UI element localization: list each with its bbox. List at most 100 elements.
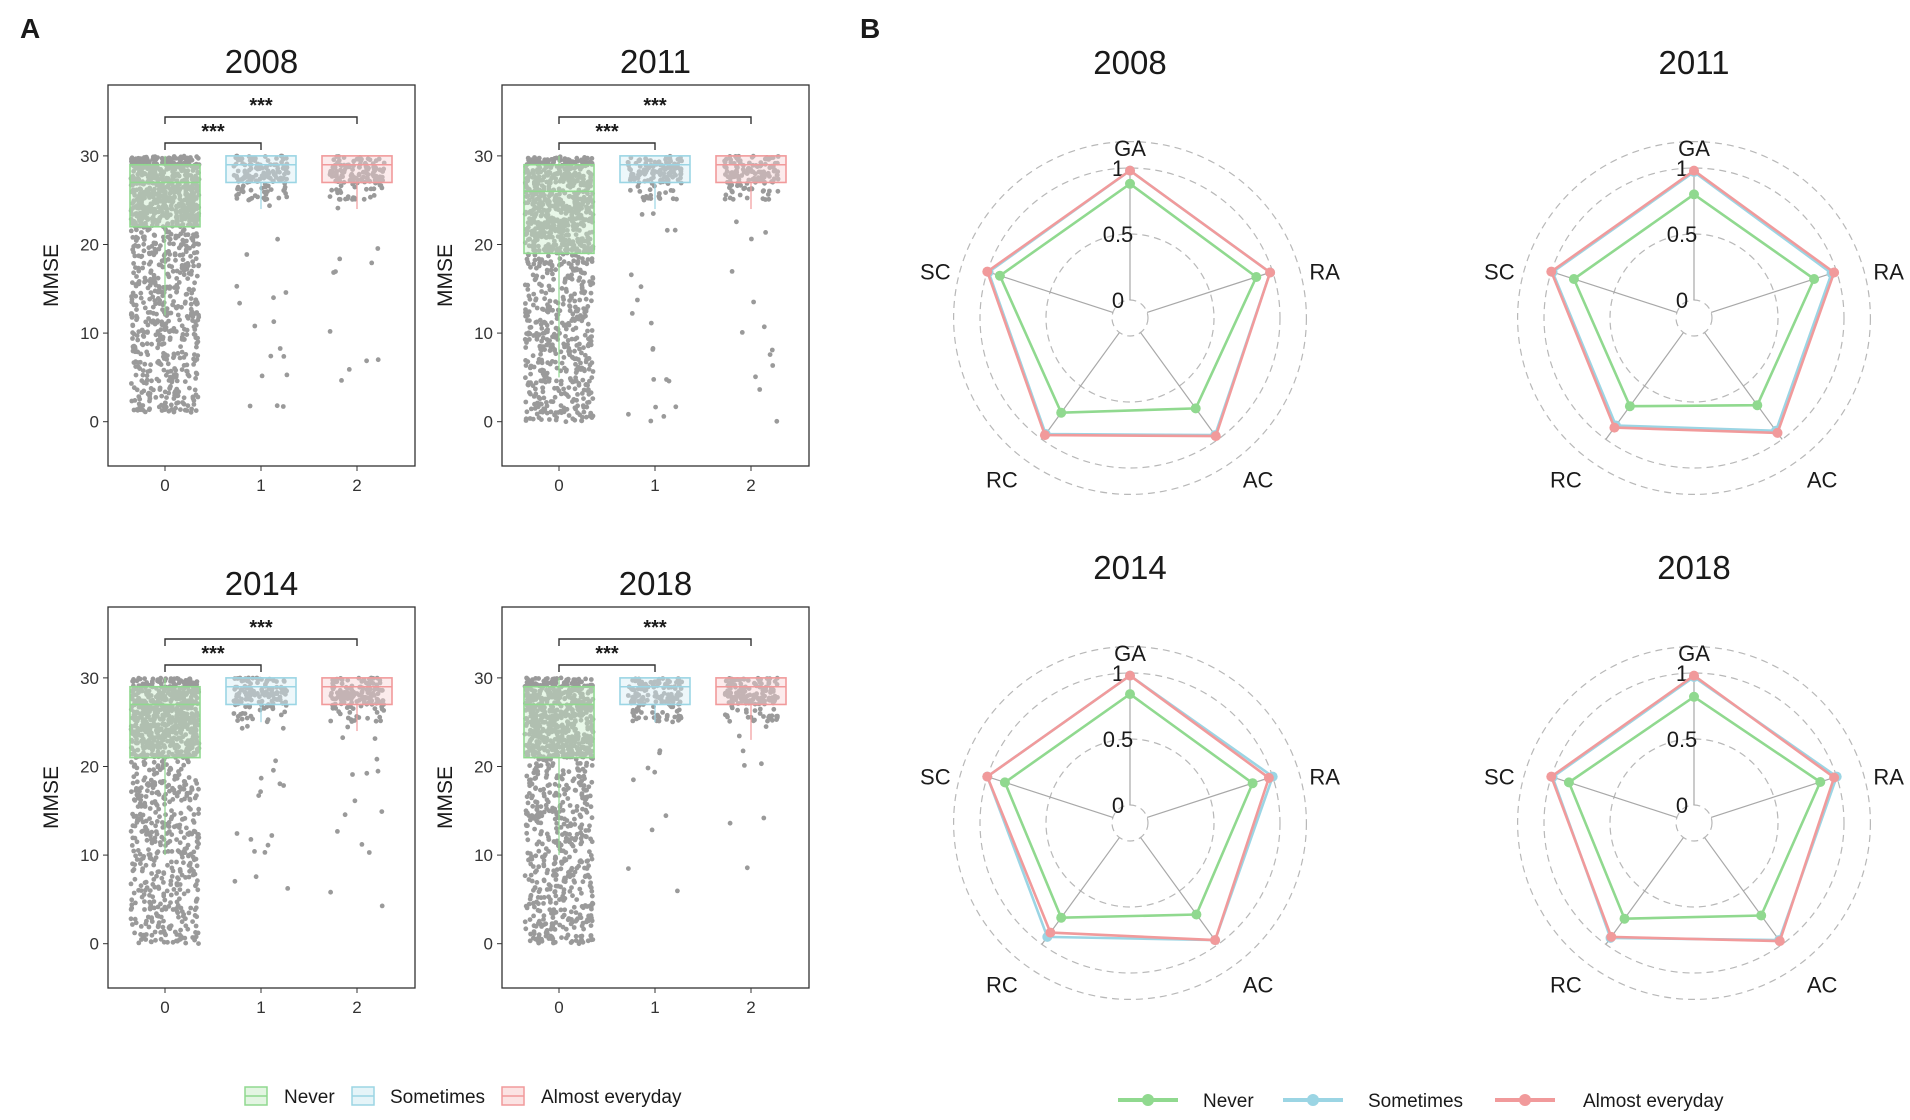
jitter-point [586,387,591,392]
jitter-point [130,177,136,183]
jitter-point [193,213,199,218]
jitter-point [194,914,200,920]
jitter-point [345,715,351,721]
jitter-point [145,830,150,835]
jitter-point [171,173,177,178]
jitter-point [181,849,186,855]
jitter-point [133,265,138,270]
jitter-point [729,188,735,194]
jitter-point [572,386,578,392]
jitter-point [531,261,537,267]
jitter-point [188,306,194,312]
jitter-point [141,892,147,897]
jitter-point [147,278,153,284]
jitter-point [192,937,198,943]
jitter-point [570,893,575,899]
jitter-point [194,839,200,844]
jitter-point [155,345,161,351]
jitter-point [166,274,172,280]
jitter-point [168,892,174,898]
jitter-point [160,173,166,179]
jitter-point [588,290,594,296]
jitter-point [546,837,552,842]
jitter-point [131,168,137,174]
jitter-point [133,372,139,378]
jitter-point [153,200,159,206]
jitter-point [351,718,357,723]
jitter-point [194,216,200,222]
box-iqr [321,155,393,184]
jitter-point [571,258,577,264]
jitter-point [171,241,176,247]
jitter-point [734,219,739,225]
jitter-point [327,194,333,200]
jitter-point [138,785,144,791]
jitter-point [132,798,138,803]
jitter-point [191,232,196,238]
jitter-point [576,316,581,322]
jitter-point [190,167,196,173]
jitter-point [139,327,145,333]
jitter-point [161,367,167,373]
jitter-point [589,298,594,304]
jitter-point [179,304,184,310]
jitter-point [575,258,581,264]
jitter-point [586,391,592,397]
jitter-point [581,409,587,415]
jitter-point [143,794,149,799]
jitter-point [570,311,576,317]
jitter-point [539,378,545,384]
jitter-point [169,865,175,871]
jitter-point [648,193,654,198]
jitter-point [352,798,358,804]
jitter-point [168,878,174,884]
jitter-point [365,715,370,721]
boxplot-ylabel: MMSE [434,766,457,829]
jitter-point [190,237,196,243]
jitter-point [157,814,162,820]
jitter-point [157,385,163,391]
jitter-point [182,326,187,332]
jitter-point [171,372,177,378]
jitter-point [142,899,147,904]
jitter-point [544,370,550,376]
jitter-point [329,187,335,193]
jitter-point [280,404,286,409]
jitter-point [541,917,546,922]
jitter-point [523,375,528,381]
jitter-point [187,868,193,874]
jitter-point [523,345,529,350]
jitter-point [148,939,154,945]
jitter-point [579,391,585,396]
jitter-point [133,238,139,244]
jitter-point [194,273,200,279]
jitter-point [526,380,531,386]
box-iqr [129,163,201,228]
jitter-point [546,376,552,382]
jitter-point [184,368,190,374]
jitter-point [573,933,579,939]
jitter-point [523,416,529,422]
jitter-point [165,361,171,367]
jitter-point [528,371,533,377]
jitter-point [184,825,189,831]
jitter-point [531,291,537,297]
jitter-point [193,923,199,929]
jitter-point [350,706,356,711]
jitter-point [153,937,158,943]
jitter-point [132,916,138,922]
jitter-point [131,270,137,276]
jitter-point [543,290,549,296]
jitter-point [152,929,158,935]
jitter-point [168,816,174,822]
jitter-point [150,882,156,887]
jitter-point [134,196,140,202]
jitter-point [523,926,529,932]
jitter-point [150,218,156,224]
jitter-point [585,321,591,327]
jitter-point [130,322,136,328]
jitter-point [183,875,188,880]
jitter-point [168,384,173,389]
